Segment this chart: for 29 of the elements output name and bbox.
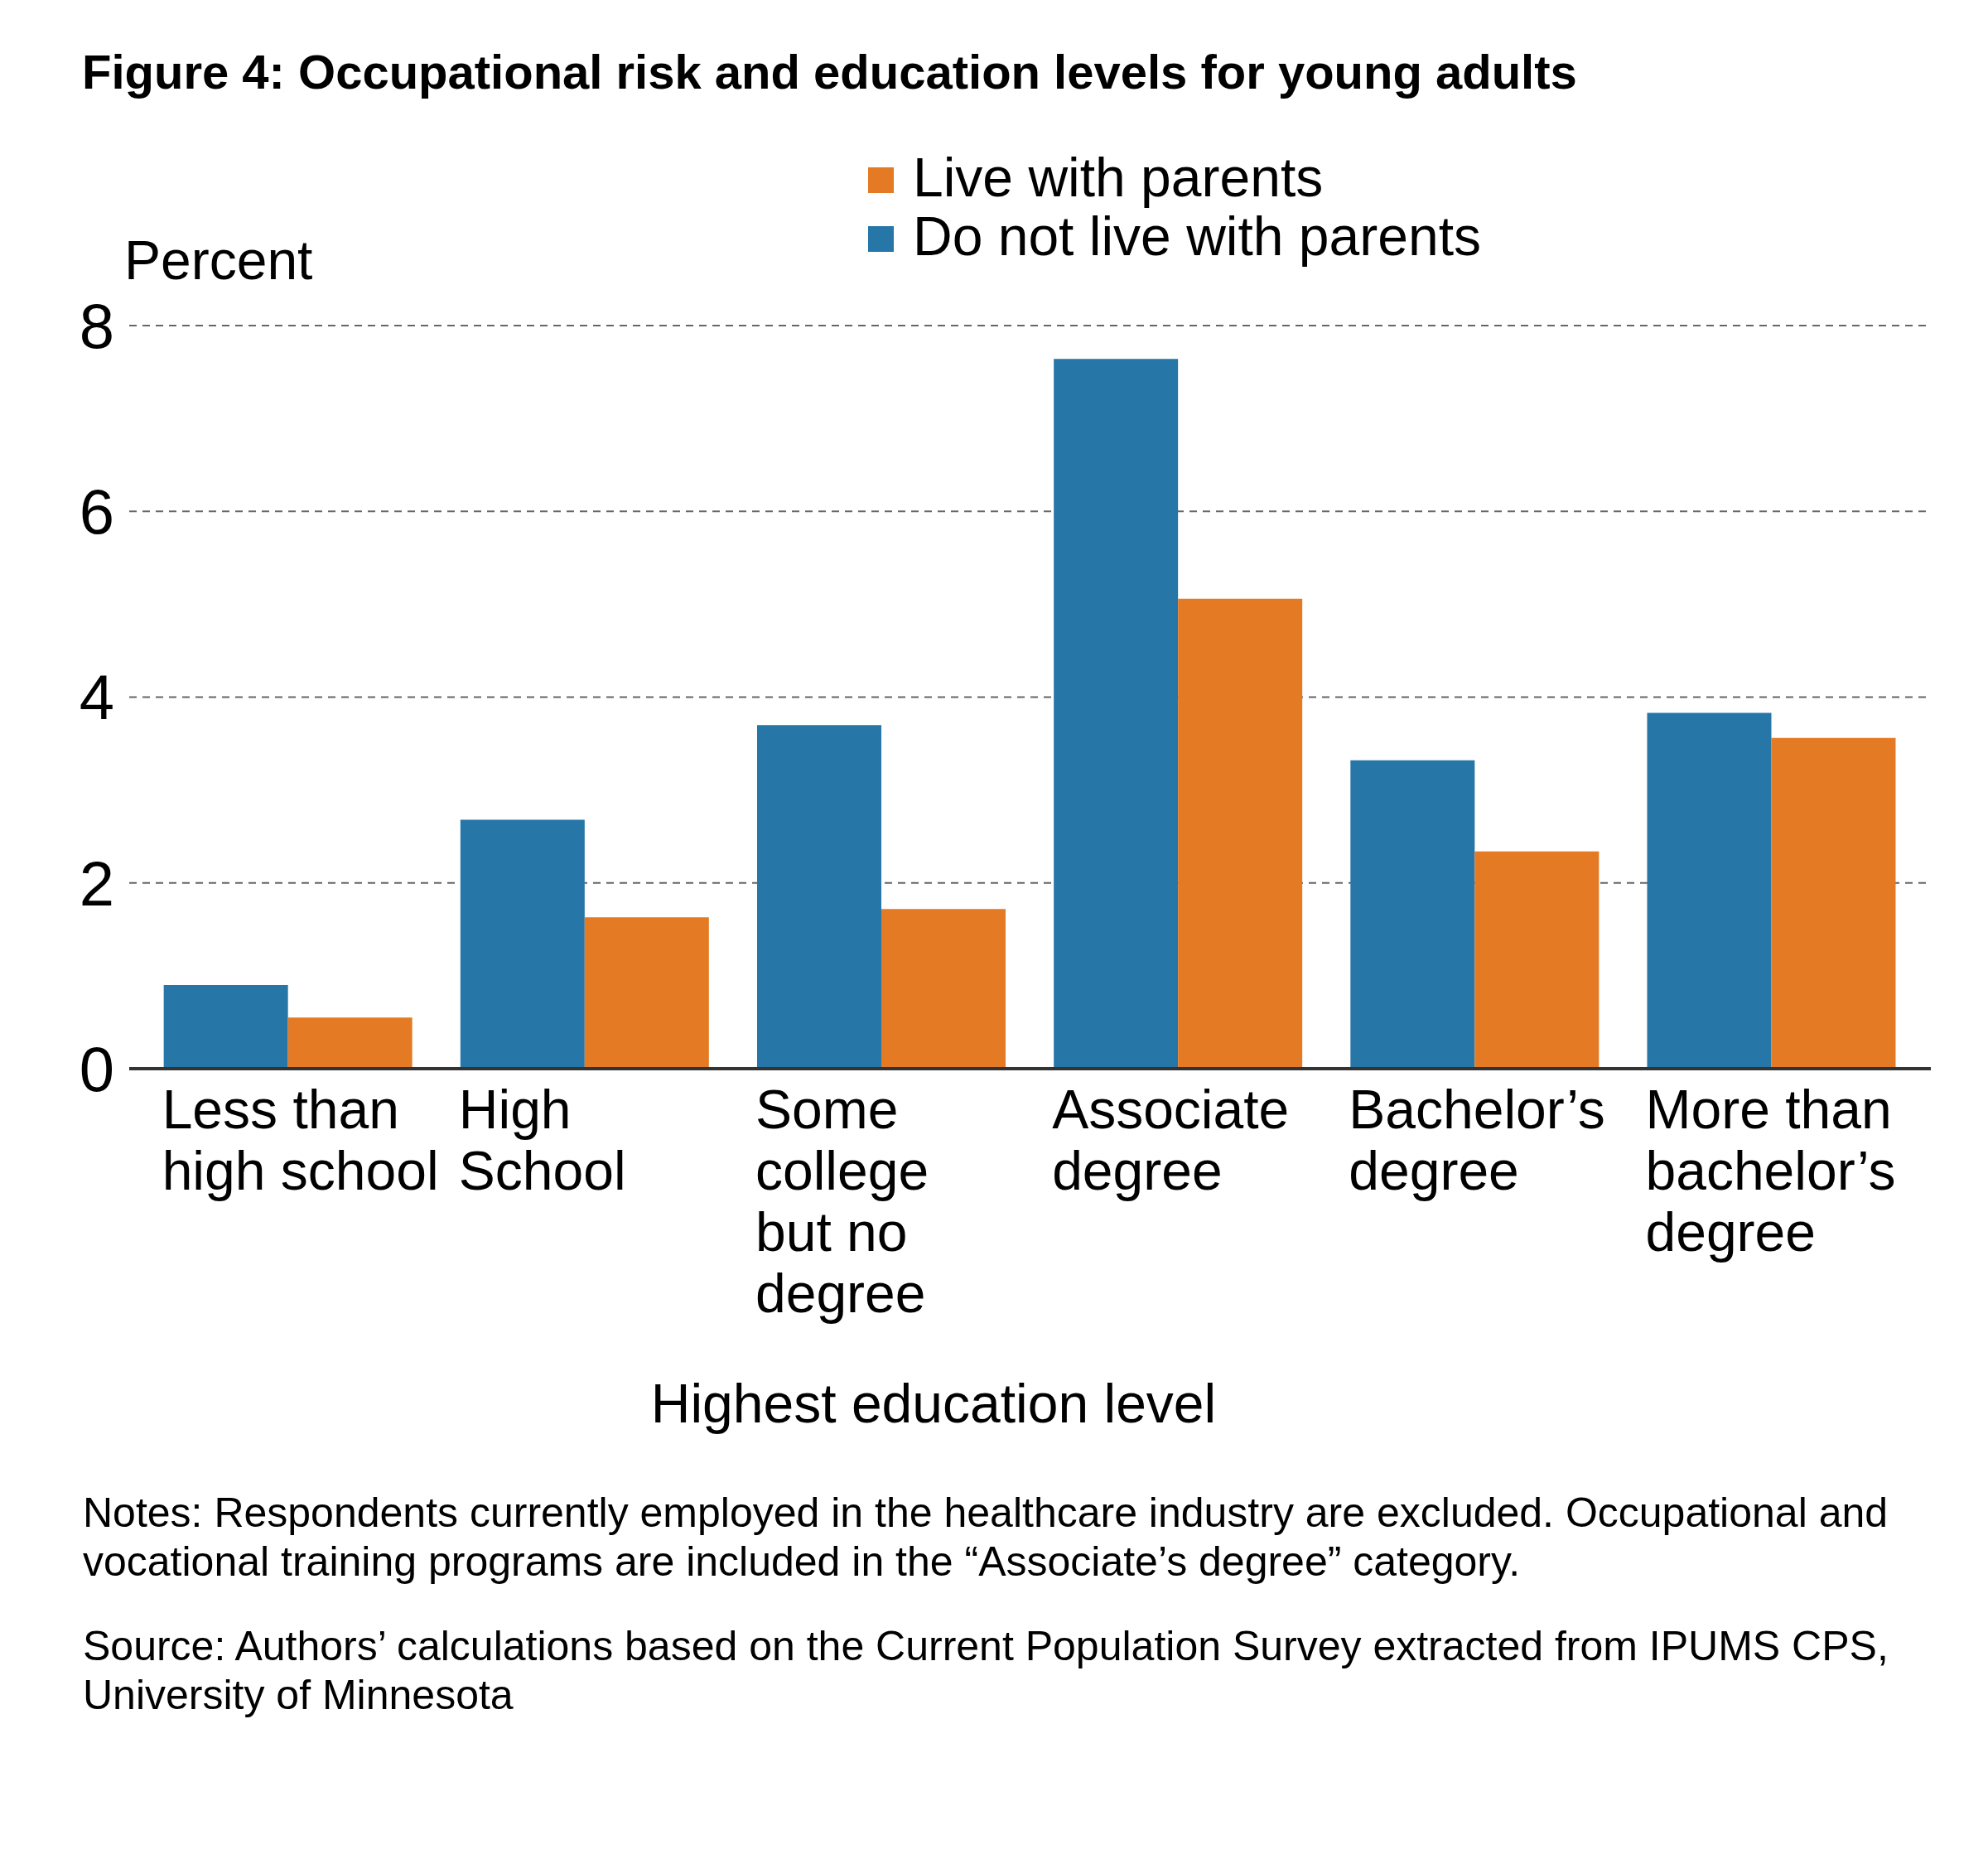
bar: [1178, 598, 1303, 1069]
chart-title: Figure 4: Occupational risk and education levels for young adults: [82, 45, 1577, 99]
y-axis-title: Percent: [124, 229, 313, 291]
x-tick-label: Less than high school: [162, 1079, 439, 1201]
bar: [287, 1017, 413, 1069]
x-tick-label: Bachelor’s degree: [1349, 1079, 1605, 1201]
x-tick-label: Some college but no degree: [755, 1079, 929, 1324]
bar: [163, 985, 288, 1069]
y-tick-label: 6: [79, 476, 114, 548]
bar: [584, 917, 709, 1069]
source-note: Source: Authors’ calculations based on the Current Population Survey extracted from IPUMS CPS, University of Minnesota: [83, 1622, 1889, 1720]
bar: [1474, 851, 1600, 1069]
x-tick-label: More than bachelor’s degree: [1645, 1079, 1896, 1263]
y-tick-label: 0: [79, 1033, 114, 1104]
x-axis-title: Highest education level: [650, 1373, 1217, 1434]
y-tick-label: 8: [79, 290, 114, 361]
bar: [1771, 737, 1896, 1069]
text: Notes: Respondents currently employed in the healthcare industry are excluded. Occupational and vocational training programs are included in the “Associate’s degree” category.: [83, 1489, 1889, 1586]
y-tick-label: 2: [79, 847, 114, 919]
bar: [1647, 712, 1772, 1069]
bar: [1350, 760, 1475, 1069]
bar: [1054, 359, 1179, 1069]
bar: [756, 725, 881, 1069]
x-tick-label: High School: [458, 1079, 626, 1201]
x-tick-label: Associate degree: [1052, 1079, 1290, 1201]
y-tick-label: 4: [79, 662, 114, 733]
bar: [881, 909, 1006, 1069]
bar: [460, 819, 585, 1069]
legend-label: Live with parents: [913, 147, 1324, 208]
